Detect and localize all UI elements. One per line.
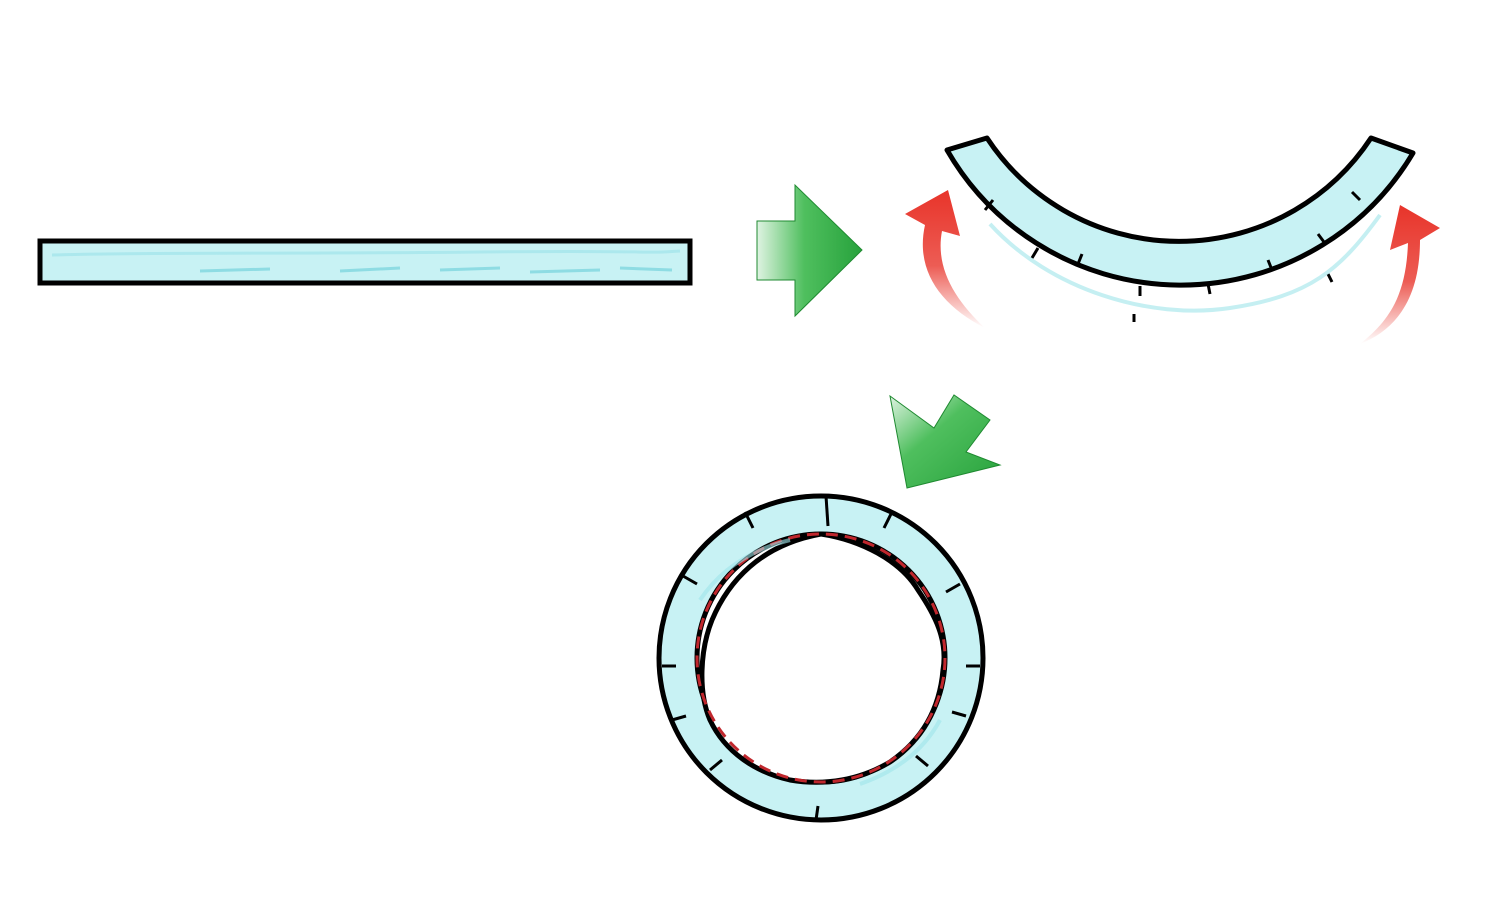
straight-strip [37,238,693,286]
red-curved-arrow-icon [905,190,985,328]
bent-arc-strip [944,135,1416,322]
red-curved-arrow-icon [1360,205,1440,344]
green-block-arrow-icon [756,183,863,318]
closed-ring [656,493,986,823]
green-block-arrow-icon [889,394,1002,489]
